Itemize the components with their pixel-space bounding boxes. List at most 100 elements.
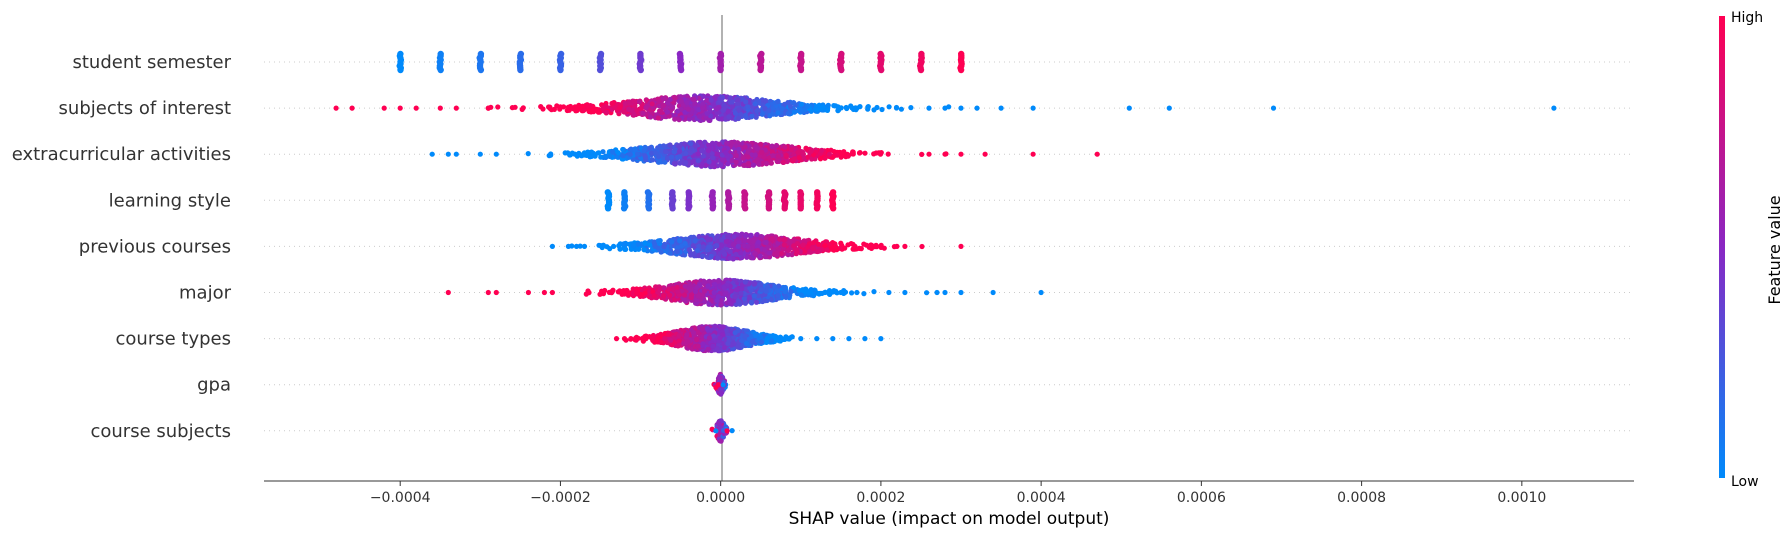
shap-point xyxy=(699,143,706,149)
shap-point xyxy=(825,102,831,108)
shap-point xyxy=(648,114,654,120)
shap-point xyxy=(849,151,855,157)
shap-point xyxy=(758,339,765,345)
shap-point xyxy=(919,151,925,157)
shap-point xyxy=(662,95,668,101)
shap-point xyxy=(663,149,669,155)
shap-point xyxy=(1166,105,1172,111)
shap-point xyxy=(599,288,605,294)
shap-point xyxy=(666,113,672,119)
shap-point xyxy=(793,251,800,257)
shap-point xyxy=(750,162,757,168)
shap-point xyxy=(1038,289,1044,296)
shap-point xyxy=(668,104,674,110)
shap-point xyxy=(750,238,756,245)
shap-point xyxy=(685,205,692,212)
shap-point xyxy=(797,66,805,74)
shap-point xyxy=(700,101,706,107)
shap-point xyxy=(795,150,801,156)
shap-point xyxy=(765,205,773,212)
shap-point xyxy=(333,105,339,111)
shap-point xyxy=(581,107,587,113)
shap-point xyxy=(725,161,731,167)
shap-point xyxy=(681,292,688,298)
shap-point xyxy=(573,108,579,114)
shap-point xyxy=(800,242,806,248)
shap-point xyxy=(874,104,880,111)
shap-point xyxy=(736,146,742,152)
shap-point xyxy=(714,110,720,116)
shap-point xyxy=(824,247,830,253)
shap-point xyxy=(698,163,705,169)
shap-point xyxy=(667,250,673,256)
shap-point xyxy=(690,243,696,249)
shap-point xyxy=(645,205,653,212)
shap-point xyxy=(709,205,716,212)
shap-point xyxy=(878,150,884,156)
shap-point xyxy=(758,334,764,340)
shap-point xyxy=(800,287,806,294)
shap-point xyxy=(708,97,714,103)
shap-point xyxy=(638,105,644,111)
shap-point xyxy=(753,299,760,305)
shap-point xyxy=(658,249,664,255)
shap-point xyxy=(695,343,701,349)
shap-point xyxy=(857,150,863,156)
shap-point xyxy=(838,66,845,74)
shap-point xyxy=(607,153,613,159)
shap-point xyxy=(711,289,717,296)
shap-point xyxy=(755,239,762,246)
x-tick-label: −0.0002 xyxy=(530,490,591,506)
shap-point xyxy=(714,243,720,249)
shap-point xyxy=(677,237,683,244)
shap-point xyxy=(540,106,546,112)
shap-point xyxy=(734,101,740,107)
shap-point xyxy=(636,99,642,105)
shap-point xyxy=(706,301,712,307)
shap-point xyxy=(445,289,451,296)
shap-point xyxy=(592,153,598,159)
shap-point xyxy=(577,243,583,249)
shap-point xyxy=(548,151,554,157)
shap-point xyxy=(652,243,658,249)
shap-point xyxy=(852,105,859,111)
shap-point xyxy=(681,141,687,147)
shap-point xyxy=(728,301,734,307)
shap-point xyxy=(705,152,711,158)
shap-point xyxy=(710,343,716,349)
shap-point xyxy=(706,117,712,123)
feature-label: course subjects xyxy=(90,421,231,442)
shap-point xyxy=(477,151,483,157)
shap-point xyxy=(725,205,732,212)
shap-point xyxy=(735,97,741,103)
shap-point xyxy=(781,242,788,248)
shap-point xyxy=(1094,151,1100,157)
shap-point xyxy=(873,243,879,249)
shap-point xyxy=(724,140,730,146)
shap-point xyxy=(817,156,824,162)
shap-point xyxy=(617,289,623,295)
row-grid-lines xyxy=(264,61,1634,432)
shap-point xyxy=(765,244,771,250)
shap-point xyxy=(1030,151,1036,157)
shap-point xyxy=(493,289,499,296)
shap-point xyxy=(565,104,572,110)
shap-point xyxy=(806,241,813,247)
shap-point xyxy=(660,102,666,108)
shap-point xyxy=(717,375,724,381)
shap-point xyxy=(908,105,914,111)
shap-point xyxy=(397,105,403,111)
shap-point xyxy=(814,107,820,113)
shap-point xyxy=(721,285,728,291)
shap-point xyxy=(878,336,884,342)
shap-point xyxy=(603,153,609,159)
shap-point xyxy=(696,233,702,240)
shap-point xyxy=(654,339,660,345)
shap-point xyxy=(694,247,701,253)
shap-point xyxy=(738,111,744,117)
shap-point xyxy=(692,238,698,244)
shap-point xyxy=(700,341,706,347)
shap-point xyxy=(721,106,727,112)
shap-point xyxy=(631,242,637,248)
